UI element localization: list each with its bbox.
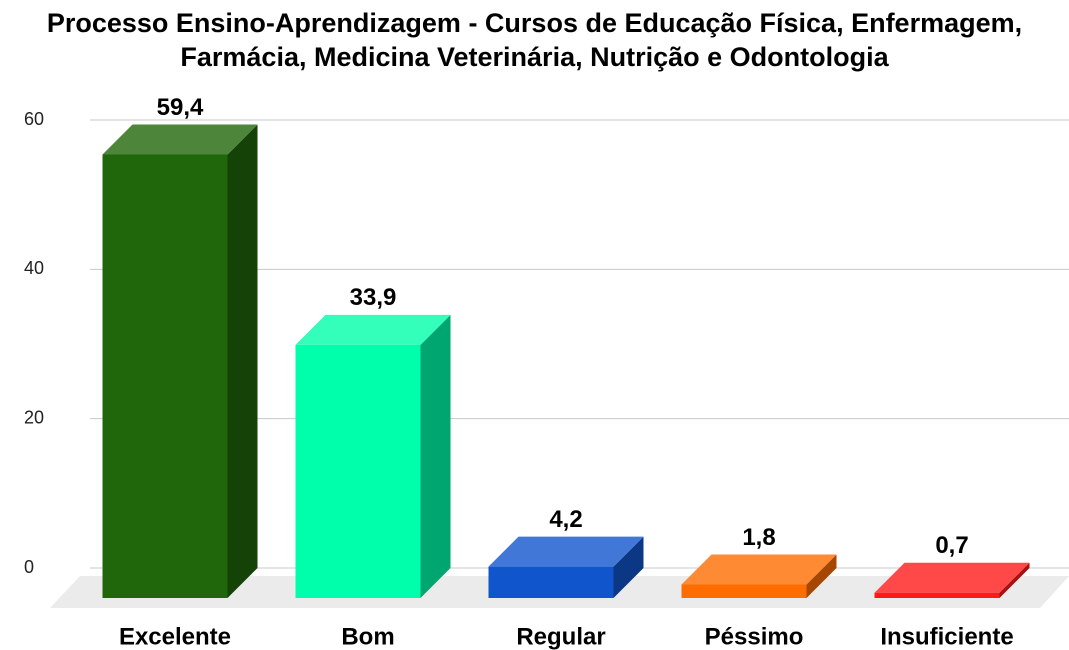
- bar: [488, 536, 644, 598]
- x-tick-label: Bom: [341, 623, 394, 650]
- title-box: Processo Ensino-Aprendizagem - Cursos de…: [0, 6, 1069, 74]
- y-tick-label: 60: [24, 109, 44, 129]
- data-label: 0,7: [935, 532, 968, 559]
- bar-front: [295, 344, 421, 598]
- bar-side: [420, 314, 451, 598]
- bar-side: [227, 124, 258, 598]
- bar-top: [681, 554, 837, 585]
- x-tick-label: Regular: [516, 623, 605, 650]
- bar-top: [102, 124, 258, 155]
- bar-front: [874, 592, 1000, 598]
- chart-title: Processo Ensino-Aprendizagem - Cursos de…: [46, 8, 1023, 72]
- bar-front: [681, 584, 807, 598]
- y-tick-label: 20: [24, 407, 44, 427]
- bar-side: [806, 554, 837, 598]
- data-label: 4,2: [549, 506, 582, 533]
- bar-top: [295, 314, 451, 345]
- bar: [681, 554, 837, 598]
- bar: [295, 314, 451, 598]
- y-tick-label: 0: [24, 557, 34, 577]
- bar: [874, 562, 1030, 598]
- data-label: 1,8: [742, 524, 775, 551]
- x-tick-label: Excelente: [119, 623, 231, 650]
- bar-top: [874, 562, 1030, 593]
- bar-front: [488, 566, 614, 598]
- y-tick-label: 40: [24, 258, 44, 278]
- bar-side: [613, 536, 644, 598]
- bar-side: [999, 562, 1030, 598]
- data-label: 33,9: [350, 284, 397, 311]
- bar-top: [488, 536, 644, 567]
- bar-front: [102, 154, 228, 599]
- data-label: 59,4: [157, 94, 204, 121]
- bar: [102, 124, 258, 599]
- x-tick-label: Insuficiente: [880, 623, 1013, 650]
- x-tick-label: Péssimo: [705, 623, 804, 650]
